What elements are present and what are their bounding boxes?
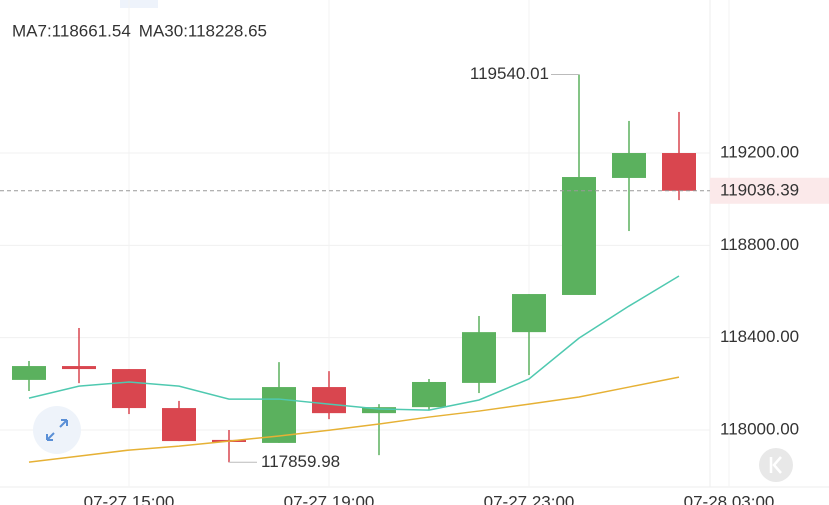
ma-line — [28, 275, 680, 411]
candle-body — [12, 366, 46, 380]
kline-button[interactable] — [759, 448, 793, 482]
candle-body — [662, 153, 696, 191]
candle-body — [562, 177, 596, 295]
y-tick-label: 118400.00 — [720, 327, 799, 346]
legend-entry: MA30:118228.65 — [139, 21, 267, 40]
last-price-box — [710, 177, 829, 204]
candle-body — [362, 407, 396, 414]
y-tick-label: 118800.00 — [720, 235, 799, 254]
max-label: 119540.01 — [470, 64, 549, 83]
legend-entry: MA7:118661.54 — [12, 21, 131, 40]
candle-body — [462, 332, 496, 383]
candle-body — [162, 408, 196, 442]
min-label: 117859.98 — [261, 452, 340, 471]
candle-body — [62, 366, 96, 370]
x-tick-label: 07-27 19:00 — [284, 492, 375, 505]
candle-body — [112, 369, 146, 409]
candle-body — [612, 153, 646, 178]
x-tick-label: 07-27 23:00 — [484, 492, 575, 505]
candle-body — [312, 387, 346, 414]
last-price-label: 119036.39 — [720, 180, 799, 199]
top-tab — [120, 0, 158, 8]
candle-body — [512, 294, 546, 333]
y-tick-label: 119200.00 — [720, 143, 799, 162]
ma-line — [28, 376, 680, 463]
candle-body — [412, 381, 446, 408]
candle-body — [262, 387, 296, 443]
y-tick-label: 118000.00 — [720, 419, 799, 438]
expand-button[interactable] — [33, 406, 81, 454]
x-tick-label: 07-28 03:00 — [684, 492, 775, 505]
x-tick-label: 07-27 15:00 — [84, 492, 175, 505]
